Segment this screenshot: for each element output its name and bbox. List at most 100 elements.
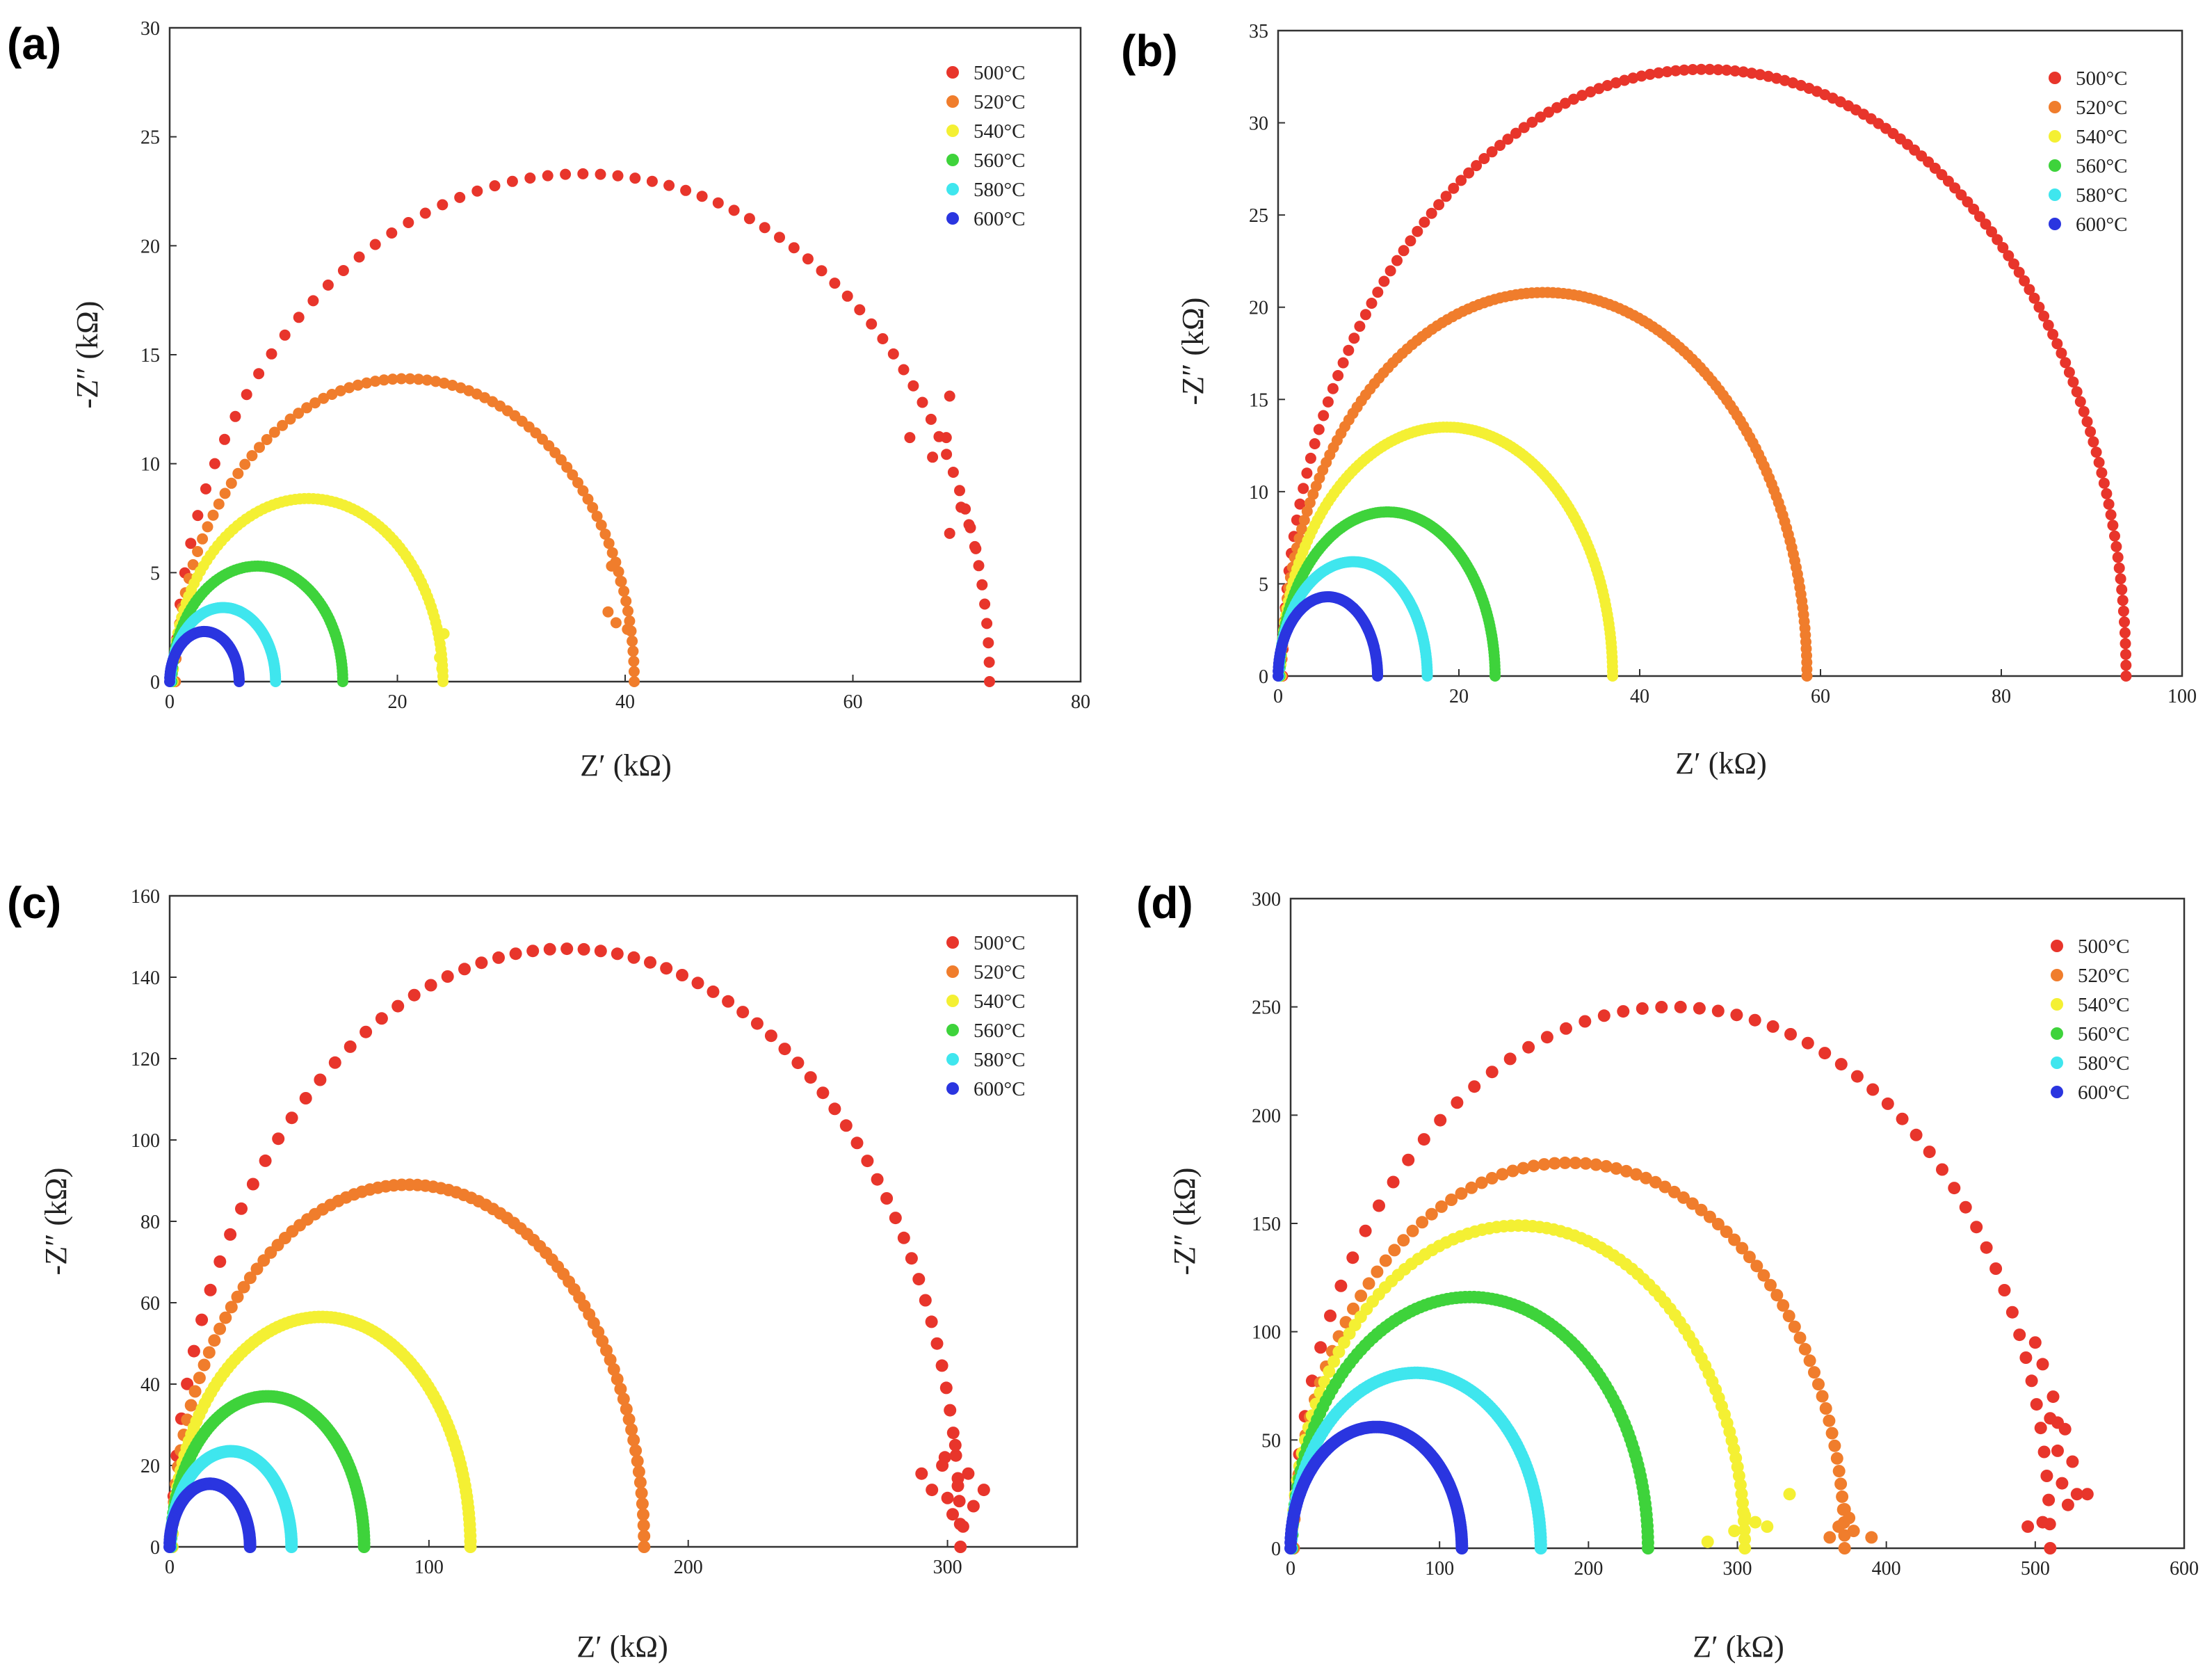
data-point [337, 676, 348, 687]
data-point [1636, 70, 1647, 82]
data-point [591, 511, 603, 522]
data-point [925, 1315, 938, 1328]
data-point [750, 1017, 764, 1030]
data-point [2024, 284, 2035, 296]
data-point [660, 962, 673, 975]
data-point [977, 1484, 990, 1497]
data-point [1579, 1015, 1592, 1028]
data-point [1406, 1224, 1419, 1237]
data-point [954, 485, 965, 497]
data-point [1749, 1516, 1762, 1529]
data-point [2120, 670, 2132, 682]
data-point [2040, 1470, 2053, 1482]
data-point [309, 397, 321, 409]
data-point [938, 1451, 951, 1464]
data-point [1378, 275, 1390, 287]
data-point [2066, 1455, 2079, 1468]
data-point [1560, 97, 1571, 109]
data-point [622, 623, 633, 635]
data-point [1738, 66, 1750, 78]
data-point [195, 1313, 209, 1326]
data-point [1490, 670, 1501, 682]
data-point [600, 1344, 613, 1357]
data-point [1485, 1066, 1499, 1079]
data-point [816, 1086, 830, 1100]
data-point [2093, 456, 2105, 468]
x-tick-label: 400 [1872, 1558, 1901, 1580]
data-point [1832, 1465, 1846, 1478]
data-point [1455, 1187, 1468, 1200]
data-point [2081, 416, 2093, 428]
data-point [1298, 514, 1310, 526]
data-point [1746, 67, 1758, 79]
data-point [917, 396, 928, 408]
x-tick-label: 100 [1425, 1558, 1454, 1580]
data-point [200, 483, 211, 495]
legend-a: 500°C 520°C 540°C 560°C 580°C 600°C [946, 62, 1025, 230]
data-point [185, 538, 197, 549]
data-point [1793, 1331, 1807, 1344]
data-point [802, 253, 814, 265]
series-520C [166, 1178, 651, 1553]
y-tick-label: 20 [1249, 298, 1268, 319]
data-point [1468, 1080, 1481, 1093]
data-point [620, 1403, 633, 1415]
series-520C [1276, 287, 1813, 682]
data-point [1980, 218, 1992, 230]
data-point [1865, 1531, 1878, 1544]
data-point [326, 389, 338, 400]
ticks-c: 0 100 200 300 0 20 40 60 80 100 120 140 160 [131, 886, 962, 1578]
data-point [2120, 638, 2131, 650]
x-tick-label: 80 [1992, 686, 2011, 707]
legend-marker [946, 183, 959, 195]
data-point [1597, 1009, 1610, 1022]
data-point [951, 1479, 964, 1493]
x-tick-label: 60 [1811, 686, 1830, 707]
data-point [680, 184, 692, 196]
data-point [582, 493, 594, 505]
y-tick-label: 15 [1249, 389, 1268, 411]
x-tick-label: 0 [1286, 1558, 1295, 1580]
data-point [202, 521, 213, 533]
data-point [1627, 72, 1639, 84]
data-point [1440, 191, 1452, 202]
y-tick-label: 100 [131, 1130, 160, 1152]
data-point [927, 451, 939, 463]
data-point [193, 1372, 206, 1385]
data-point [506, 175, 518, 187]
data-point [285, 1541, 298, 1553]
data-point [778, 1043, 791, 1056]
data-point [611, 947, 624, 961]
x-axis-title-c: Z′ (kΩ) [576, 1630, 668, 1664]
data-point [2117, 605, 2129, 617]
data-point [1355, 1290, 1368, 1303]
legend-label: 520°C [974, 961, 1025, 983]
data-point [1970, 1221, 1983, 1234]
data-point [1496, 1168, 1509, 1181]
legend-label: 520°C [974, 91, 1025, 113]
data-point [2042, 1493, 2056, 1507]
data-point [1620, 1164, 1633, 1178]
data-point [259, 1154, 272, 1167]
legend-marker [2049, 159, 2061, 172]
x-axis-title-b: Z′ (kΩ) [1675, 746, 1767, 780]
data-point [637, 1519, 650, 1532]
data-point [219, 488, 231, 499]
data-point [1343, 344, 1355, 356]
data-point [839, 1119, 853, 1132]
data-point [434, 652, 446, 664]
y-axis-title-c: -Z″ (kΩ) [39, 1168, 73, 1276]
data-point [1494, 140, 1505, 151]
data-point [850, 1136, 864, 1150]
data-point [1314, 1341, 1327, 1354]
data-point [293, 408, 305, 419]
legend-label: 520°C [2078, 965, 2129, 987]
data-point [1653, 67, 1665, 79]
data-point [1896, 1112, 1909, 1125]
data-point [560, 168, 572, 180]
data-point [229, 410, 241, 422]
data-point [632, 1465, 645, 1478]
y-tick-label: 200 [1252, 1105, 1281, 1127]
data-point [1371, 1265, 1384, 1278]
series-600C [163, 1477, 257, 1553]
